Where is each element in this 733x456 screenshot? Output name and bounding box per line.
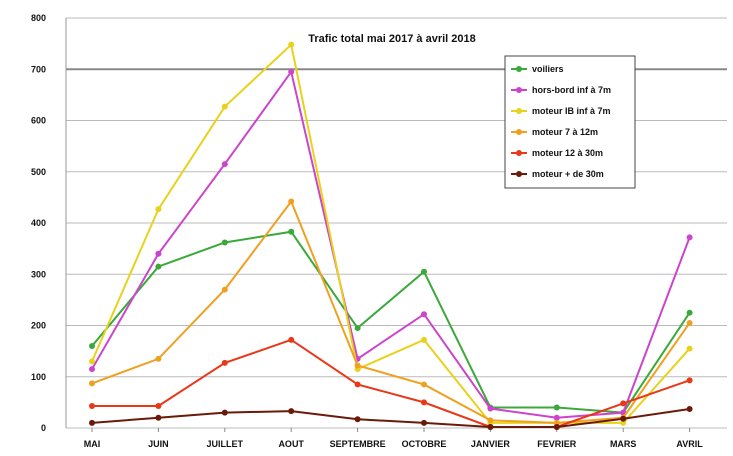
- data-point: [553, 414, 560, 421]
- data-point: [221, 286, 228, 293]
- x-tick-label: FEVRIER: [537, 439, 577, 449]
- data-point: [553, 404, 560, 411]
- data-point: [89, 402, 95, 409]
- data-point: [288, 41, 295, 48]
- legend: voiliers hors-bord inf à 7m moteur IB inf …: [504, 55, 636, 189]
- data-point: [421, 399, 427, 406]
- data-point: [155, 263, 162, 270]
- x-tick-label: AVRIL: [676, 439, 703, 449]
- legend-swatch-marker: [516, 87, 522, 93]
- y-tick-label: 200: [31, 321, 46, 331]
- data-point: [155, 206, 162, 213]
- data-point: [421, 268, 427, 275]
- data-point: [155, 402, 162, 409]
- data-point: [620, 400, 627, 407]
- y-tick-label: 700: [31, 64, 46, 74]
- data-point: [487, 405, 494, 412]
- data-point: [620, 419, 627, 426]
- data-point: [89, 419, 95, 426]
- series-lines: [89, 41, 693, 430]
- data-point: [288, 336, 295, 343]
- legend-label: voiliers: [532, 64, 564, 74]
- data-point: [288, 68, 295, 75]
- x-tick-label: AOUT: [278, 439, 304, 449]
- data-point: [288, 228, 295, 235]
- data-point: [221, 161, 228, 168]
- legend-label: moteur + de 30m: [532, 169, 604, 179]
- data-point: [686, 319, 693, 326]
- data-point: [288, 198, 295, 205]
- data-point: [221, 239, 228, 246]
- data-point: [686, 345, 693, 352]
- legend-label: moteur 12 à 30m: [532, 148, 603, 158]
- series-line: [92, 338, 690, 428]
- legend-label: moteur 7 à 12m: [532, 127, 598, 137]
- data-point: [553, 419, 560, 426]
- data-point: [620, 415, 627, 422]
- data-point: [487, 417, 494, 424]
- data-point: [89, 343, 95, 349]
- data-point: [288, 408, 295, 415]
- data-point: [686, 234, 693, 241]
- series-line: [91, 230, 691, 414]
- x-tick-label: JANVIER: [471, 439, 511, 449]
- data-point: [89, 366, 95, 373]
- series-5: [89, 406, 693, 430]
- data-point: [686, 309, 693, 316]
- legend-swatch-marker: [516, 66, 522, 72]
- data-point: [487, 423, 494, 430]
- legend-label: hors-bord inf à 7m: [532, 85, 611, 95]
- x-tick-label: OCTOBRE: [402, 439, 447, 449]
- x-tick-label: MARS: [610, 439, 637, 449]
- y-tick-label: 100: [31, 372, 46, 382]
- y-tick-label: 500: [31, 167, 46, 177]
- data-point: [155, 250, 162, 257]
- x-tick-label: MAI: [84, 439, 101, 449]
- data-point: [221, 103, 228, 110]
- legend-swatch-marker: [516, 171, 522, 177]
- data-point: [553, 423, 560, 430]
- data-point: [686, 406, 693, 413]
- data-point: [686, 377, 693, 384]
- data-point: [89, 380, 95, 387]
- legend-label: moteur IB inf à 7m: [532, 106, 611, 116]
- chart-title: Trafic total mai 2017 à avril 2018: [308, 33, 476, 45]
- data-point: [221, 409, 228, 416]
- series-line: [91, 408, 690, 428]
- x-tick-label: JUILLET: [207, 439, 244, 449]
- data-point: [354, 362, 361, 369]
- data-point: [354, 381, 361, 388]
- data-point: [89, 358, 95, 365]
- data-point: [421, 381, 427, 388]
- x-tick-label: SEPTEMBRE: [330, 439, 386, 449]
- y-tick-label: 300: [31, 269, 46, 279]
- y-axis: 0 100 200 300 400 500 600 700 800: [31, 13, 46, 433]
- data-point: [221, 359, 228, 366]
- x-axis: MAI JUIN JUILLET AOUT SEPTEMBRE OCTOBRE JANVIE…: [84, 428, 703, 449]
- data-point: [155, 355, 162, 362]
- data-point: [155, 414, 162, 421]
- data-point: [354, 416, 361, 423]
- y-tick-label: 400: [31, 218, 46, 228]
- legend-swatch-marker: [516, 129, 522, 135]
- series-line: [91, 199, 691, 424]
- x-tick-label: JUIN: [148, 439, 169, 449]
- legend-swatch-marker: [516, 108, 522, 114]
- data-point: [421, 419, 427, 426]
- y-tick-label: 800: [31, 13, 46, 23]
- data-point: [354, 325, 361, 332]
- data-point: [421, 311, 427, 318]
- y-tick-label: 600: [31, 116, 46, 126]
- y-tick-label: 0: [41, 423, 46, 433]
- legend-box: [504, 55, 636, 189]
- data-point: [421, 336, 427, 343]
- legend-swatch-marker: [516, 150, 522, 156]
